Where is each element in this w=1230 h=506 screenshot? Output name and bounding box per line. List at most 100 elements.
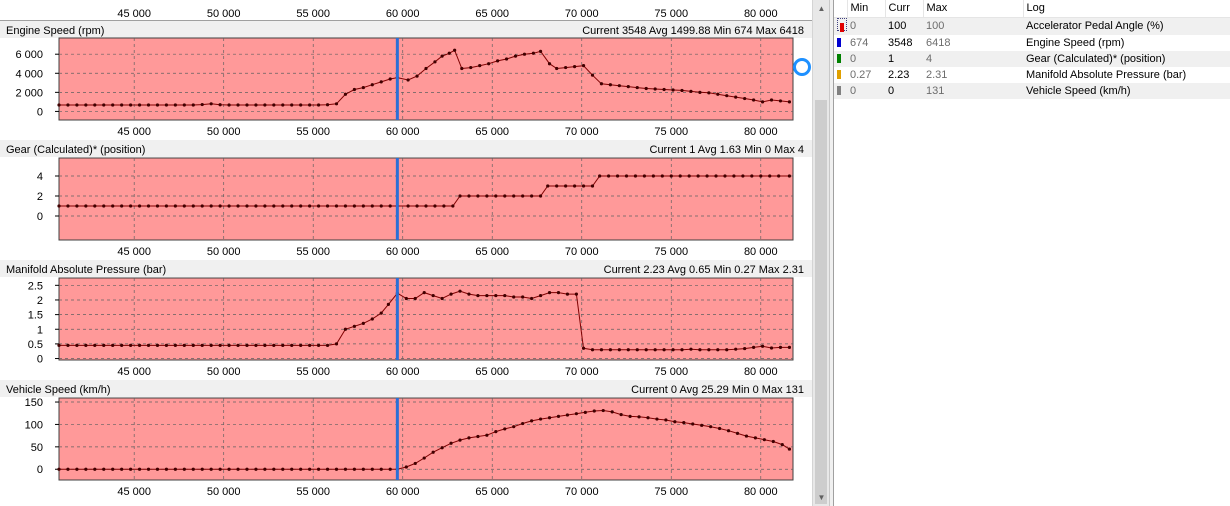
charts-svg[interactable]: 45 000 50 000 55 000 60 000 65 000 70 000 75 0… [0,0,812,506]
data-point [325,467,330,471]
data-point [227,204,231,208]
data-point [325,204,330,208]
chart-stats: Current 0 Avg 25.29 Min 0 Max 131 [631,384,804,396]
data-point [343,327,348,331]
data-point [93,343,97,347]
data-point [57,343,61,347]
time-cursor[interactable] [395,398,399,480]
data-point [741,174,745,178]
vertical-scrollbar[interactable]: ▲ ▼ [812,0,829,506]
data-point [164,343,169,347]
chart-1-x-tick-label: 55 000 [296,246,330,258]
data-point [129,103,133,107]
data-point [531,51,536,55]
data-point [642,174,647,178]
data-point [653,87,657,91]
legend-color-cell[interactable] [834,82,847,99]
data-point [628,414,632,418]
chart-stats: Current 2.23 Avg 0.65 Min 0.27 Max 2.31 [604,264,804,276]
data-point [608,348,612,352]
legend-header-max[interactable]: Max [923,0,1024,18]
data-point [290,103,294,107]
data-point [583,410,587,414]
chart-2-x-tick-label: 80 000 [744,366,778,378]
time-cursor[interactable] [395,158,399,240]
chart-panel[interactable]: 45 000 50 000 55 000 60 000 65 000 70 000 75 0… [0,0,812,506]
data-point [308,467,312,471]
plot-area [58,397,794,481]
time-cursor[interactable] [395,278,399,360]
data-point [598,174,602,178]
chart-title: Manifold Absolute Pressure (bar) [6,264,166,276]
legend-color-cell[interactable] [834,35,847,51]
data-point [512,194,516,198]
data-point [388,204,392,208]
data-point [254,343,258,347]
legend-max: 131 [923,82,1023,99]
data-point [485,433,489,437]
top-axis-x-tick-label: 45 000 [117,8,151,20]
chart-title: Gear (Calculated)* (position) [6,144,145,156]
data-point [433,60,437,64]
data-point [673,420,677,424]
time-cursor[interactable] [395,38,399,120]
data-point [236,467,240,471]
data-point [102,343,106,347]
data-point [752,98,756,102]
data-point [379,204,383,208]
data-point [458,289,462,293]
legend-header-log[interactable]: Log [1023,0,1230,18]
data-point [753,436,758,440]
legend-row-gear[interactable]: 0 1 4 Gear (Calculated)* (position) [834,50,1230,67]
scroll-down-arrow-icon[interactable]: ▼ [817,493,826,502]
data-point [707,91,711,95]
data-point [245,204,249,208]
legend-max: 4 [923,50,1023,67]
legend-header-min[interactable]: Min [847,0,886,18]
legend-color-cell[interactable] [834,50,847,67]
scrollbar-thumb[interactable] [815,100,827,504]
data-point [682,421,686,425]
legend-color-cell[interactable] [834,67,847,83]
legend-row-vehicle-speed[interactable]: 0 0 131 Vehicle Speed (km/h) [834,82,1230,99]
data-point [564,65,568,70]
data-point [768,174,772,178]
data-point [361,467,365,471]
data-point [66,103,70,107]
chart-1-x-tick-label: 70 000 [565,246,599,258]
data-point [182,204,186,208]
data-point [503,293,507,298]
y-tick-label: 0 [37,211,43,223]
y-tick-label: 2 [37,191,43,203]
data-point [547,416,552,420]
legend-row-manifold-pressure[interactable]: 0.27 2.23 2.31 Manifold Absolute Pressur… [834,67,1230,83]
data-point [700,423,704,427]
data-point [556,414,561,418]
data-point [771,439,775,444]
legend-log: Gear (Calculated)* (position) [1023,50,1230,67]
data-point [129,343,133,347]
data-point [780,443,784,447]
scroll-up-arrow-icon[interactable]: ▲ [817,4,826,13]
data-point [744,434,749,438]
legend-header-curr[interactable]: Curr [885,0,924,18]
chart-1-x-tick-label: 50 000 [207,246,241,258]
data-point [662,348,666,352]
data-point [370,83,374,87]
legend-row-accelerator[interactable]: 0 100 100 Accelerator Pedal Angle (%) [834,17,1230,35]
legend-curr: 0 [885,82,923,99]
data-point [512,425,516,429]
chart-0: Engine Speed (rpm) Current 3548 Avg 1499.… [0,21,812,121]
legend-row-engine-speed[interactable]: 674 3548 6418 Engine Speed (rpm) [834,35,1230,51]
data-point [538,417,543,421]
data-point [467,194,471,198]
panel-splitter[interactable] [829,0,833,506]
y-tick-label: 100 [25,419,43,431]
legend-color-cell[interactable] [834,17,847,35]
data-point [299,467,303,471]
chart-title: Vehicle Speed (km/h) [6,384,111,396]
data-point [440,54,444,58]
chart-2: Manifold Absolute Pressure (bar) Current … [0,260,812,366]
data-point [460,66,464,71]
data-point [111,103,115,107]
